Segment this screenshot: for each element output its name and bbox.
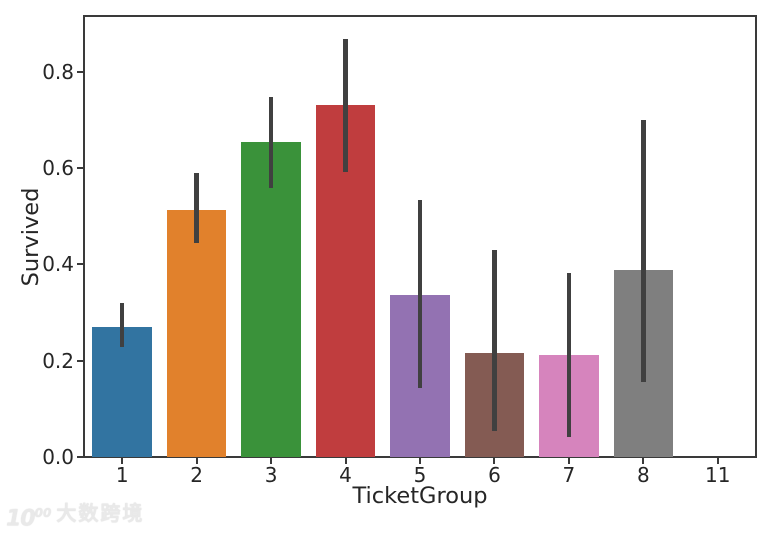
error-bar-ticketgroup-3 [268,96,274,189]
x-axis-label: TicketGroup [352,483,488,509]
error-bar-ticketgroup-7 [566,273,572,437]
bar-ticketgroup-2 [166,209,227,457]
watermark-text: 大数跨境 [56,501,145,525]
axis-spine-left [83,15,85,458]
x-tick-mark [716,458,719,464]
x-tick-label: 2 [190,463,204,487]
x-tick-label: 8 [636,463,650,487]
axis-spine-bottom [83,456,757,458]
y-tick-label: 0.2 [42,348,74,373]
x-tick-label: 6 [488,463,501,487]
error-bar-ticketgroup-8 [641,119,646,383]
x-tick-mark [121,458,124,464]
x-tick-label: 1 [115,463,129,487]
x-tick-mark [270,458,273,464]
error-bar-ticketgroup-4 [343,39,348,172]
error-bar-ticketgroup-1 [119,303,125,347]
plot-area [85,17,755,457]
y-tick-mark [77,70,83,73]
x-tick-label: 11 [705,463,731,487]
x-tick-mark [567,458,570,464]
watermark-logo-icon: 1000 [6,506,52,532]
y-tick-mark [77,263,83,266]
y-tick-label: 0.8 [42,59,74,84]
x-tick-label: 5 [413,463,427,487]
x-tick-label: 3 [264,463,278,487]
y-tick-mark [77,456,83,458]
x-tick-label: 4 [339,463,352,487]
axis-spine-right [755,15,757,458]
error-bar-ticketgroup-2 [194,173,199,243]
y-tick-label: 0.0 [42,445,74,469]
error-bar-ticketgroup-5 [417,200,423,389]
x-tick-mark [195,458,198,464]
y-tick-mark [77,167,83,170]
x-tick-mark [493,458,496,464]
bar-ticketgroup-3 [241,141,301,457]
bar-ticketgroup-1 [92,326,152,457]
x-tick-mark [419,458,421,464]
x-tick-label: 7 [562,463,576,487]
watermark: 1000 大数跨境 [6,501,144,531]
y-tick-label: 0.4 [42,252,74,277]
y-tick-mark [77,359,83,362]
error-bar-ticketgroup-6 [492,250,497,431]
x-tick-mark [344,458,347,464]
axis-spine-top [83,15,757,17]
y-tick-label: 0.6 [42,156,74,181]
x-tick-mark [642,458,645,464]
